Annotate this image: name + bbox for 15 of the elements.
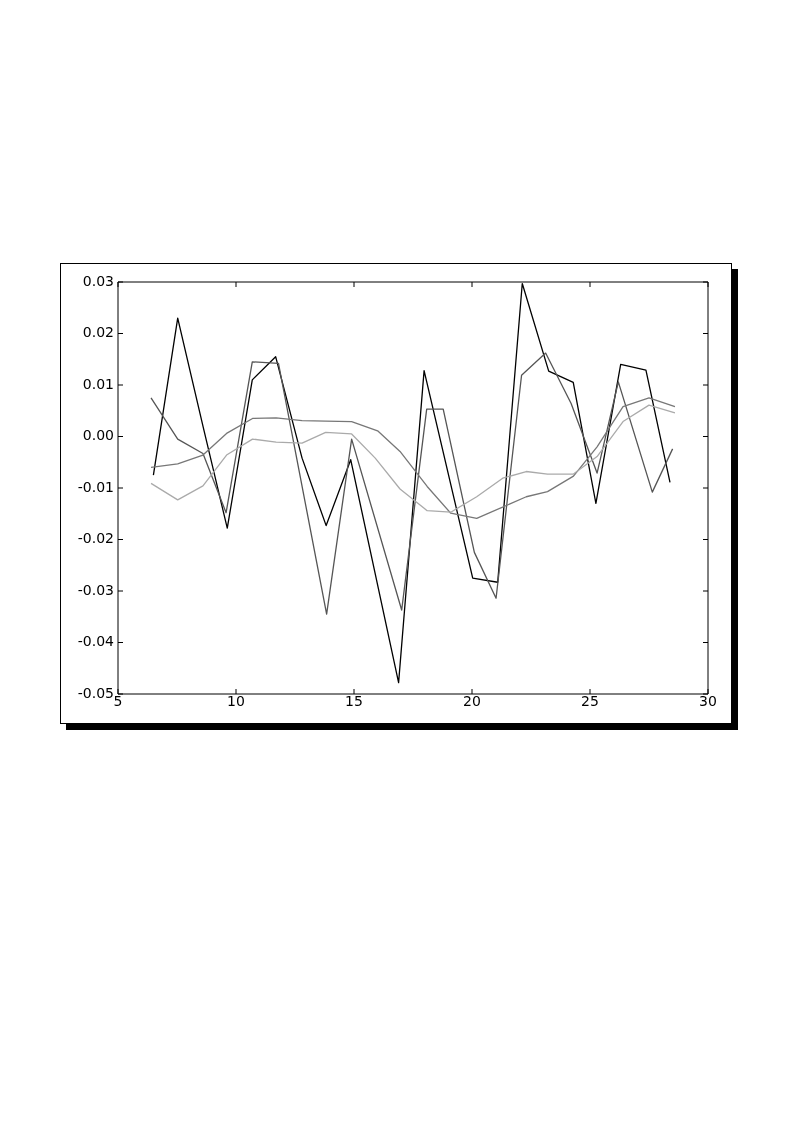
x-tick-label: 30 xyxy=(699,693,717,710)
x-tick-label: 20 xyxy=(463,693,481,710)
y-tick-label: 0.01 xyxy=(82,375,114,392)
y-tick-label: 0.00 xyxy=(82,427,114,444)
y-tick-label: -0.02 xyxy=(77,530,114,547)
x-tick-label: 25 xyxy=(581,693,599,710)
y-tick-label: -0.01 xyxy=(77,478,114,495)
x-tick-label: 15 xyxy=(345,693,363,710)
x-tick-label: 10 xyxy=(227,693,245,710)
y-tick-label: 0.03 xyxy=(82,272,114,289)
y-tick-label: -0.04 xyxy=(77,633,115,650)
y-tick-label: -0.05 xyxy=(77,684,114,701)
y-tick-label: -0.03 xyxy=(77,581,114,598)
x-tick-label: 5 xyxy=(113,693,123,710)
y-tick-label: 0.02 xyxy=(82,324,114,341)
